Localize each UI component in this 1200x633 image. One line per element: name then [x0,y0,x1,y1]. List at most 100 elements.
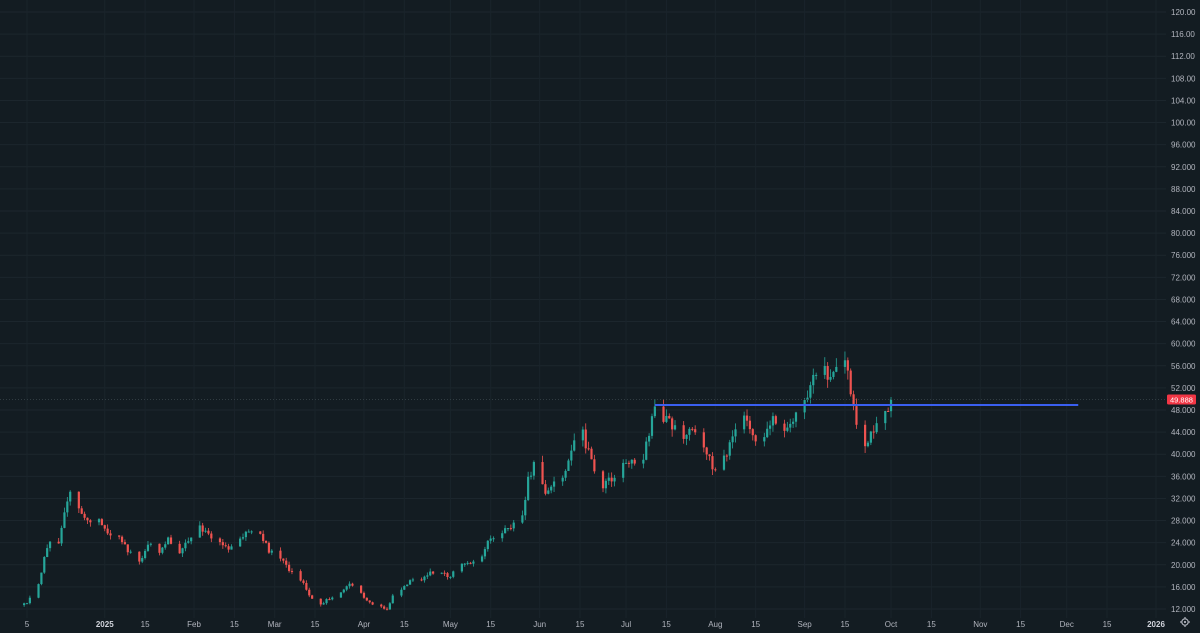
candle[interactable] [506,527,510,532]
candle[interactable] [241,533,245,541]
candle[interactable] [66,496,69,517]
candle[interactable] [362,591,366,599]
candle[interactable] [688,427,691,441]
candle[interactable] [593,454,596,474]
candle[interactable] [308,587,311,598]
candle[interactable] [158,543,161,556]
candle[interactable] [567,458,570,471]
candle[interactable] [702,428,705,453]
candle[interactable] [351,582,354,587]
candle[interactable] [826,362,829,388]
candle[interactable] [311,594,314,599]
candle[interactable] [149,542,152,547]
candle[interactable] [633,458,636,466]
candle[interactable] [590,446,593,460]
candle[interactable] [287,561,291,573]
candle[interactable] [524,496,527,520]
candle[interactable] [431,571,435,575]
candle[interactable] [806,390,809,403]
candle[interactable] [774,414,777,426]
candle[interactable] [224,542,227,548]
candle[interactable] [270,549,273,556]
candle[interactable] [745,409,749,427]
candle[interactable] [319,598,322,607]
candle[interactable] [262,530,265,544]
candle[interactable] [359,585,363,594]
plot-area[interactable] [23,351,893,611]
candle[interactable] [221,539,224,549]
candle[interactable] [604,478,608,494]
candle[interactable] [138,551,141,565]
candle[interactable] [178,540,181,554]
candle[interactable] [869,430,872,446]
candle[interactable] [83,511,86,521]
candle[interactable] [564,469,567,482]
candle[interactable] [622,459,625,483]
candle[interactable] [449,576,452,580]
candle[interactable] [731,430,734,449]
candle[interactable] [521,510,524,524]
candle[interactable] [466,561,469,566]
candle[interactable] [244,530,247,541]
candle[interactable] [835,358,838,373]
candle[interactable] [786,421,789,433]
candle[interactable] [794,411,798,428]
candle[interactable] [250,530,253,535]
candle[interactable] [23,602,26,607]
candle[interactable] [305,580,308,591]
candle[interactable] [230,544,233,550]
candle[interactable] [751,428,754,441]
candle[interactable] [164,541,167,550]
candle[interactable] [734,423,737,443]
candle[interactable] [708,454,711,461]
candle[interactable] [80,505,83,515]
candle[interactable] [63,507,66,529]
candle[interactable] [167,536,170,545]
candle[interactable] [864,420,867,453]
candle[interactable] [550,484,553,494]
candle[interactable] [722,449,726,471]
candle[interactable] [106,524,109,535]
candle[interactable] [866,440,870,448]
candle[interactable] [492,536,495,542]
candle[interactable] [601,469,605,493]
candle[interactable] [28,595,31,605]
candle[interactable] [69,490,72,506]
candle[interactable] [771,412,775,432]
candle[interactable] [403,585,406,590]
candle[interactable] [541,455,544,485]
candle[interactable] [443,570,446,577]
candle[interactable] [411,577,415,582]
candle[interactable] [527,471,530,502]
candle[interactable] [123,539,127,545]
candle[interactable] [388,602,391,610]
candle[interactable] [446,571,449,580]
candle[interactable] [348,581,351,589]
candle[interactable] [480,554,484,563]
candle[interactable] [875,416,878,434]
candle[interactable] [181,547,184,557]
candle[interactable] [642,453,645,469]
candle[interactable] [705,446,708,460]
candle[interactable] [547,487,550,495]
candle[interactable] [650,413,654,439]
candle[interactable] [483,546,487,560]
candle[interactable] [141,555,144,564]
candle[interactable] [368,600,371,604]
candle[interactable] [380,603,383,609]
candle[interactable] [887,407,890,413]
candle[interactable] [109,530,112,540]
candle[interactable] [126,544,129,556]
candle[interactable] [766,421,769,439]
candle[interactable] [763,432,766,447]
candle[interactable] [285,557,288,568]
candle[interactable] [406,584,409,587]
candle[interactable] [440,572,443,575]
candle[interactable] [509,524,512,531]
candle[interactable] [610,472,613,487]
candle[interactable] [584,423,587,454]
candle[interactable] [198,521,201,538]
candle[interactable] [815,372,818,380]
candle[interactable] [691,427,694,432]
candle[interactable] [345,585,348,592]
